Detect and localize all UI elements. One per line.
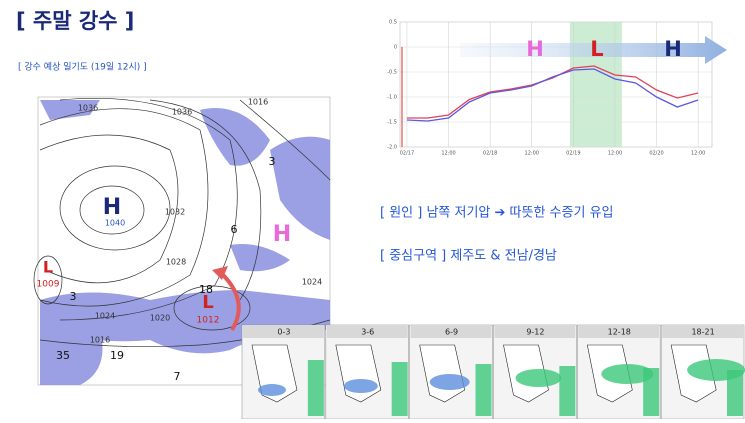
x-tick-label: 02/20: [649, 151, 663, 157]
flow-arrow-head: [212, 266, 228, 280]
map-label: 7: [174, 370, 181, 383]
map-label: 3: [70, 290, 77, 303]
map-label: 1020: [150, 314, 170, 323]
panel-label-bg: [243, 326, 324, 338]
x-tick-label: 12:00: [608, 151, 622, 157]
panel-rain-edge: [643, 368, 660, 416]
panel-label: 3-6: [361, 328, 374, 337]
panel-rain: [601, 364, 654, 384]
panel-label: 6-9: [445, 328, 458, 337]
trend-arrow: [460, 36, 727, 64]
y-tick-label: -2.0: [387, 145, 397, 151]
map-label: 1009: [37, 280, 60, 290]
panel-label: 12-18: [608, 328, 631, 337]
title: [ 주말 강수 ]: [16, 9, 134, 33]
highlight-band: [569, 22, 622, 147]
map-label: H: [273, 222, 291, 247]
panel-rain-edge: [559, 366, 576, 416]
map-label: 1028: [166, 258, 186, 267]
panel-label-bg: [410, 326, 492, 338]
map-label: 1036: [78, 104, 98, 113]
map-label: 3: [269, 155, 276, 168]
map-label: 1024: [95, 312, 115, 321]
map-label: 1016: [248, 98, 268, 107]
y-tick-label: 0.5: [389, 20, 397, 26]
map-label: L: [43, 258, 53, 277]
chart-annotation: L: [590, 37, 603, 61]
x-tick-label: 12:00: [691, 151, 705, 157]
map-label: 6: [231, 223, 238, 236]
map-label: 1012: [197, 316, 220, 326]
map-label: 1016: [90, 336, 110, 345]
panel-label-bg: [494, 326, 576, 338]
panel-label-bg: [326, 326, 408, 338]
note: [ 원인 ] 남쪽 저기압 ➔ 따뜻한 수증기 유입: [380, 206, 614, 221]
panel-label: 18-21: [691, 328, 714, 337]
x-tick-label: 02/18: [483, 151, 497, 157]
y-tick-label: 0: [394, 45, 397, 51]
y-tick-label: -1.5: [387, 120, 397, 126]
flow-arrow: [218, 270, 241, 332]
panel-rain-edge: [391, 362, 408, 416]
map-label: H: [103, 195, 121, 220]
chart-annotation: H: [664, 37, 682, 61]
x-tick-label: 02/17: [400, 151, 414, 157]
map-label: 18: [199, 283, 213, 296]
panel-rain: [258, 384, 286, 396]
panel-rain-edge: [307, 360, 324, 416]
panel-rain: [343, 379, 378, 393]
map-label: 1032: [165, 208, 185, 217]
panel-rain-edge: [727, 370, 743, 416]
map-label: 1024: [302, 278, 322, 287]
map-label: 1040: [105, 219, 125, 228]
x-tick-label: 02/19: [566, 151, 580, 157]
y-tick-label: -0.5: [387, 70, 397, 76]
panel-rain: [429, 374, 470, 390]
chart-annotation: H: [526, 37, 544, 61]
trend-chart: 0.5 0 -0.5 -1.0 -1.5 -2.002/17 12:00 02/18 12:00…: [387, 20, 727, 157]
x-tick-label: 12:00: [525, 151, 539, 157]
y-tick-label: -1.0: [387, 95, 397, 101]
panel-label-bg: [578, 326, 660, 338]
map-label: 19: [110, 349, 124, 362]
series-line: [406, 68, 699, 122]
panel-label: 0-3: [277, 328, 290, 337]
panel-rain: [515, 369, 562, 387]
panel-label-bg: [662, 326, 743, 338]
map-label: 1036: [172, 108, 192, 117]
subtitle: [ 강수 예상 일기도 (19일 12시) ]: [18, 62, 147, 73]
map-label: L: [202, 292, 213, 313]
series-line: [406, 65, 699, 119]
panel-rain-edge: [475, 364, 492, 416]
x-tick-label: 12:00: [441, 151, 455, 157]
note: [ 중심구역 ] 제주도 & 전남/경남: [380, 249, 557, 264]
panel-label: 9-12: [526, 328, 544, 337]
map-label: 35: [56, 349, 70, 362]
forecast-panels: 0-3 3-6 6-9 9-12 12-18 18-21: [241, 324, 745, 420]
